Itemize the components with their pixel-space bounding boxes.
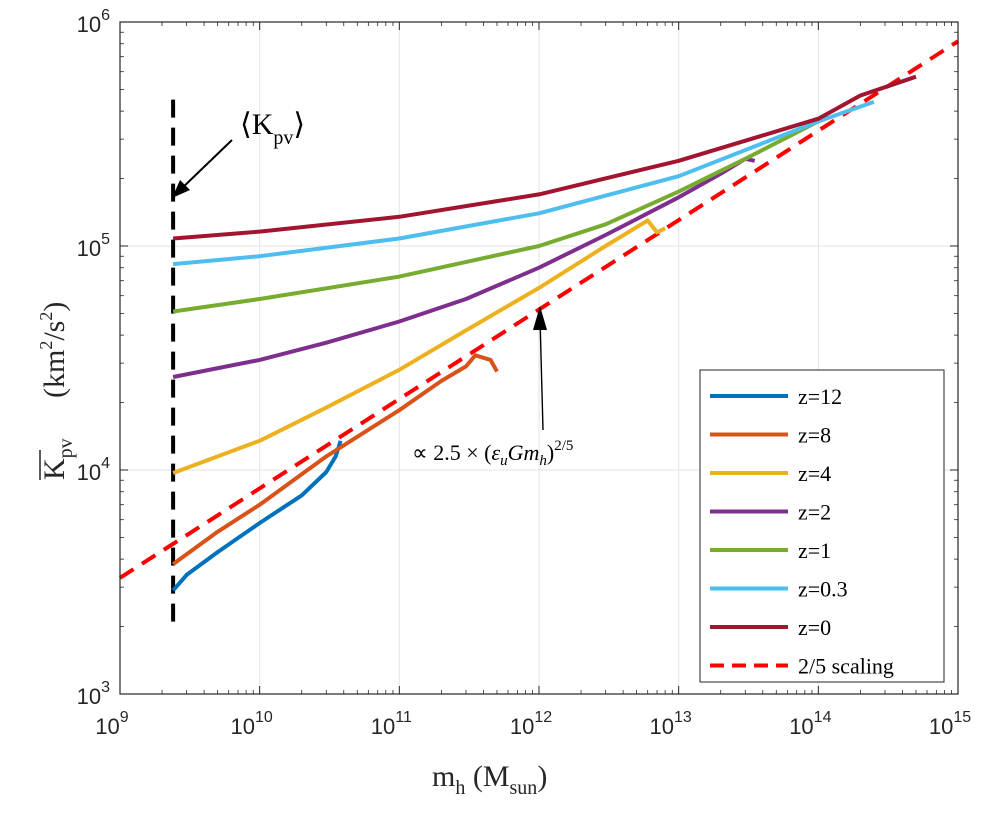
y-tick-label: 103 bbox=[77, 679, 110, 709]
kpv-sub: pv bbox=[273, 127, 293, 149]
kpv-annotation: ⟨Kpv⟩ bbox=[172, 108, 305, 198]
y-axis-label-units-close: ) bbox=[38, 302, 71, 312]
scaling-m-sub: h bbox=[539, 453, 547, 469]
kpv-arrow-head bbox=[172, 180, 190, 198]
x-tick-label: 1015 bbox=[929, 709, 971, 739]
scaling-arrow-head bbox=[533, 306, 547, 330]
y-axis-label-main: K bbox=[38, 458, 71, 480]
svg-text:(km2/s2): (km2/s2) bbox=[36, 302, 71, 398]
y-tick-label: 106 bbox=[77, 7, 110, 37]
x-tick-label: 1011 bbox=[371, 709, 412, 739]
legend-label: z=0.3 bbox=[798, 577, 848, 602]
kpv-main: K bbox=[252, 108, 274, 141]
legend-box bbox=[699, 369, 945, 683]
x-tick-label: 1012 bbox=[510, 709, 552, 739]
svg-text:⟨Kpv⟩: ⟨Kpv⟩ bbox=[240, 108, 305, 149]
series-line-z8 bbox=[171, 353, 499, 566]
x-axis-label-sub1: h bbox=[455, 777, 465, 799]
scaling-eps-sub: u bbox=[500, 453, 508, 469]
scaling-close: ) bbox=[547, 440, 554, 465]
y-tick-label: 105 bbox=[77, 231, 110, 261]
svg-text:Kpv: Kpv bbox=[38, 438, 77, 480]
scaling-arrow-shaft bbox=[539, 317, 544, 431]
legend: z=12 z=8 z=4 z=2 z=1 z=0.3 z=0 2/5 scaling bbox=[699, 369, 945, 683]
y-axis-label-sub: pv bbox=[55, 438, 77, 458]
scaling-annotation: ∝ 2.5 × (εuGmh)2/5 bbox=[412, 306, 573, 469]
y-axis-label-units-sup2: 2 bbox=[36, 312, 56, 321]
series-line-z2 bbox=[172, 156, 756, 379]
legend-label: z=4 bbox=[798, 461, 831, 486]
legend-label: z=2 bbox=[798, 500, 831, 525]
x-tick-label: 1014 bbox=[789, 709, 831, 739]
x-tick-label: 1010 bbox=[231, 709, 273, 739]
x-axis-label-paren-open: (M bbox=[465, 760, 509, 793]
x-axis-label: mh (Msun) bbox=[432, 760, 547, 799]
series-line-z12 bbox=[171, 440, 343, 592]
series-layer bbox=[171, 74, 917, 592]
scaling-prefix: ∝ 2.5 × ( bbox=[412, 440, 491, 465]
tick-labels-layer: 109 1010 1011 1012 1013 1014 1015 103 104 105 106 bbox=[77, 7, 972, 739]
scaling-exponent: 2/5 bbox=[554, 438, 573, 454]
x-axis-label-main: m bbox=[432, 760, 455, 793]
legend-label: 2/5 scaling bbox=[798, 654, 894, 679]
legend-label: z=1 bbox=[798, 538, 831, 563]
series-line-z0 bbox=[172, 74, 917, 241]
y-axis-label: Kpv (km2/s2) bbox=[36, 302, 77, 480]
scaling-mid: Gm bbox=[508, 440, 540, 465]
series-line-z1 bbox=[172, 119, 820, 314]
y-axis-label-units-mid: /s bbox=[38, 321, 71, 341]
y-axis-label-units-sup: 2 bbox=[36, 341, 56, 350]
kpv-open-bracket: ⟨ bbox=[240, 108, 252, 141]
legend-label: z=12 bbox=[798, 384, 842, 409]
kpv-close-bracket: ⟩ bbox=[293, 108, 305, 141]
legend-items: z=12 z=8 z=4 z=2 z=1 z=0.3 z=0 2/5 scaling bbox=[710, 384, 894, 679]
x-tick-label: 109 bbox=[95, 709, 128, 739]
ticks-layer bbox=[119, 21, 959, 695]
series-line-z0p3 bbox=[172, 100, 875, 267]
y-tick-label: 104 bbox=[77, 455, 110, 485]
series-line-z4 bbox=[172, 218, 667, 475]
legend-label: z=8 bbox=[798, 423, 831, 448]
scaling-eps: ε bbox=[491, 440, 500, 465]
x-axis-label-paren-close: ) bbox=[537, 760, 547, 793]
legend-label: z=0 bbox=[798, 615, 831, 640]
x-axis-label-sub2: sun bbox=[510, 777, 538, 799]
svg-text:∝ 2.5 × (εuGmh)2/5: ∝ 2.5 × (εuGmh)2/5 bbox=[412, 438, 573, 469]
kpv-arrow-shaft bbox=[177, 139, 233, 193]
x-tick-label: 1013 bbox=[650, 709, 692, 739]
y-axis-label-units-open: (km bbox=[38, 350, 71, 398]
